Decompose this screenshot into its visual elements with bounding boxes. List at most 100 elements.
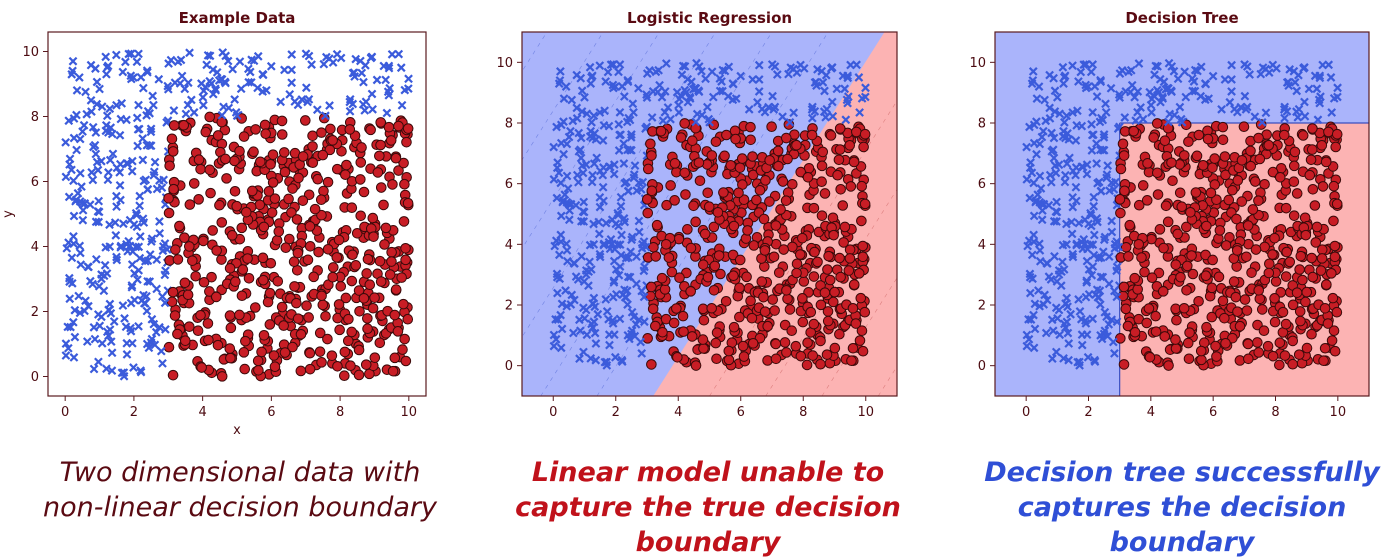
data-point-circle: [1231, 245, 1243, 256]
data-point-circle: [1205, 187, 1217, 199]
y-tick-label: 4: [31, 240, 39, 255]
data-point-circle: [1210, 340, 1221, 352]
data-point-circle: [772, 145, 784, 157]
data-point-x: [728, 79, 738, 88]
data-point-circle: [1190, 187, 1202, 198]
data-point-circle: [342, 335, 354, 347]
data-point-x: [1166, 86, 1176, 96]
data-point-circle: [647, 303, 659, 315]
data-point-x: [627, 232, 637, 242]
data-point-circle: [1269, 316, 1281, 328]
data-point-x: [563, 184, 573, 193]
points-layer: [549, 58, 871, 371]
data-point-circle: [316, 209, 327, 221]
data-point-x: [1059, 265, 1069, 274]
data-point-circle: [211, 245, 222, 256]
data-point-circle: [258, 329, 270, 341]
data-point-x: [70, 305, 80, 315]
data-point-x: [118, 219, 128, 229]
data-point-circle: [369, 352, 381, 363]
data-point-circle: [315, 194, 327, 205]
data-point-x: [691, 117, 701, 127]
data-point-circle: [690, 216, 701, 228]
data-point-x: [1050, 107, 1060, 116]
data-point-circle: [1328, 180, 1340, 192]
data-point-circle: [1239, 294, 1251, 305]
data-point-circle: [269, 361, 281, 373]
data-point-circle: [390, 284, 402, 295]
data-point-x: [591, 135, 601, 144]
data-point-x: [82, 337, 92, 346]
data-point-circle: [829, 342, 841, 354]
data-point-circle: [741, 271, 752, 283]
data-point-circle: [1238, 121, 1250, 133]
data-point-x: [610, 352, 620, 362]
data-point-x: [218, 48, 228, 57]
data-point-circle: [1220, 169, 1231, 181]
data-point-circle: [387, 365, 399, 377]
data-point-x: [150, 157, 160, 167]
data-point-x: [217, 110, 227, 120]
data-point-x: [123, 159, 133, 169]
data-point-x: [189, 108, 199, 117]
data-point-x: [1285, 65, 1295, 74]
data-point-x: [91, 217, 101, 227]
data-point-x: [105, 155, 115, 165]
data-point-x: [557, 299, 567, 309]
data-point-circle: [225, 352, 236, 364]
x-tick-label: 4: [674, 405, 682, 420]
caption-logistic-regression: Linear model unable to capture the true …: [515, 457, 901, 558]
data-point-circle: [1331, 128, 1343, 140]
data-point-circle: [679, 167, 691, 179]
data-point-circle: [839, 221, 851, 233]
data-point-x: [332, 49, 342, 59]
data-point-x: [1093, 178, 1102, 188]
data-point-x: [595, 108, 605, 117]
data-point-x: [1079, 60, 1089, 70]
data-point-circle: [190, 270, 201, 282]
data-point-x: [161, 325, 170, 334]
data-point-circle: [292, 313, 304, 324]
data-point-circle: [751, 194, 762, 206]
data-point-x: [705, 117, 714, 127]
data-point-circle: [702, 187, 714, 199]
data-point-x: [1082, 276, 1092, 286]
data-point-x: [162, 245, 172, 254]
data-point-x: [118, 67, 128, 77]
data-point-circle: [304, 221, 316, 232]
data-point-x: [1293, 112, 1303, 122]
data-point-x: [1058, 257, 1067, 267]
data-point-circle: [1133, 238, 1145, 250]
data-point-circle: [258, 274, 269, 286]
data-point-circle: [398, 216, 410, 227]
data-point-circle: [834, 252, 845, 264]
data-point-x: [826, 64, 836, 73]
data-point-x: [142, 306, 152, 316]
data-point-circle: [212, 339, 224, 351]
data-point-circle: [374, 255, 386, 267]
data-point-circle: [250, 124, 261, 135]
data-point-x: [807, 113, 817, 123]
data-point-circle: [332, 360, 343, 372]
data-point-circle: [657, 326, 668, 338]
data-point-circle: [262, 296, 274, 308]
data-point-circle: [399, 333, 410, 345]
data-point-circle: [280, 242, 292, 254]
data-point-circle: [1232, 175, 1244, 186]
x-tick-label: 10: [401, 405, 418, 420]
chart-title: Logistic Regression: [627, 9, 792, 27]
data-point-x: [64, 192, 74, 202]
data-point-x: [1074, 357, 1084, 367]
data-point-x: [95, 321, 105, 331]
data-point-x: [1312, 84, 1322, 94]
data-point-circle: [1220, 240, 1232, 251]
data-point-circle: [365, 124, 376, 136]
data-point-circle: [1291, 188, 1303, 199]
data-point-circle: [1217, 134, 1229, 146]
data-point-x: [75, 308, 85, 318]
data-point-x: [87, 167, 97, 177]
data-point-circle: [642, 207, 654, 219]
data-point-circle: [1157, 286, 1169, 297]
data-point-x: [582, 109, 592, 119]
